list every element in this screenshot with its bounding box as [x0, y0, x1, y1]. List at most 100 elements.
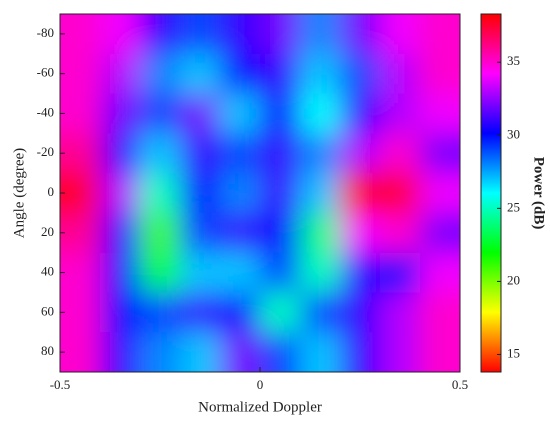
colorbar-tick-label: 25	[507, 199, 520, 214]
y-tick-label: -40	[37, 104, 54, 119]
heatmap-cell	[100, 133, 141, 174]
heatmap-cell	[300, 212, 341, 254]
heatmap-cell	[340, 53, 381, 95]
colorbar	[480, 13, 502, 373]
heatmap-cell	[260, 292, 301, 333]
heatmap-cell	[300, 292, 341, 333]
heatmap-cell	[380, 332, 421, 372]
heatmap-cell	[300, 252, 341, 293]
heatmap-cell	[340, 93, 381, 134]
y-tick-label: -20	[37, 144, 54, 159]
colorbar-title: Power (dB)	[531, 157, 547, 230]
heatmap-cell	[60, 212, 101, 254]
heatmap-cell	[140, 14, 181, 55]
heatmap-cell	[380, 14, 421, 55]
heatmap-cell	[300, 53, 341, 95]
heatmap-cell	[300, 14, 341, 55]
heatmap-cell	[300, 332, 341, 372]
heatmap-cell	[100, 53, 141, 95]
heatmap-cell	[220, 212, 261, 254]
heatmap-cell	[340, 173, 381, 214]
heatmap-cell	[100, 252, 141, 293]
heatmap-cell	[140, 133, 181, 174]
heatmap-cell	[220, 14, 261, 55]
heatmap-cell	[60, 14, 101, 55]
heatmap-cell	[420, 252, 460, 293]
heatmap-cell	[420, 332, 460, 372]
heatmap-cell	[340, 212, 381, 254]
heatmap-cell	[300, 173, 341, 214]
heatmap-cell	[60, 53, 101, 95]
colorbar-tick-label: 30	[507, 126, 520, 141]
heatmap-cell	[140, 332, 181, 372]
heatmap-cell	[420, 93, 460, 134]
heatmap-cell	[60, 93, 101, 134]
heatmap-cell	[220, 173, 261, 214]
heatmap-cell	[220, 252, 261, 293]
heatmap-cell	[60, 292, 101, 333]
heatmap	[60, 14, 460, 372]
heatmap-cell	[260, 133, 301, 174]
colorbar-tick-label: 20	[507, 272, 520, 287]
y-tick-label: 0	[48, 184, 55, 199]
heatmap-cell	[420, 292, 460, 333]
heatmap-cell	[340, 292, 381, 333]
heatmap-cell	[380, 93, 421, 134]
y-tick-label: 60	[41, 303, 54, 318]
heatmap-cell	[140, 53, 181, 95]
heatmap-cell	[300, 133, 341, 174]
x-tick-label: 0	[257, 377, 264, 392]
heatmap-cell	[140, 292, 181, 333]
colorbar-tick-label: 35	[507, 53, 520, 68]
heatmap-cell	[380, 252, 421, 293]
y-tick-label: -80	[37, 25, 54, 40]
heatmap-cells	[60, 14, 460, 372]
y-axis-title: Angle (degree)	[11, 148, 27, 238]
heatmap-cell	[260, 93, 301, 134]
y-tick-label: 80	[41, 343, 54, 358]
heatmap-cell	[180, 252, 221, 293]
heatmap-cell	[100, 14, 141, 55]
colorbar-tick-label: 15	[507, 345, 520, 360]
heatmap-cell	[140, 252, 181, 293]
heatmap-cell	[140, 93, 181, 134]
heatmap-cell	[100, 93, 141, 134]
heatmap-cell	[420, 173, 460, 214]
heatmap-cell	[260, 53, 301, 95]
heatmap-cell	[100, 212, 141, 254]
heatmap-cell	[260, 212, 301, 254]
heatmap-cell	[100, 332, 141, 372]
heatmap-cell	[380, 173, 421, 214]
heatmap-cell	[260, 173, 301, 214]
heatmap-cell	[340, 252, 381, 293]
heatmap-cell	[60, 332, 101, 372]
heatmap-cell	[340, 14, 381, 55]
heatmap-cell	[380, 133, 421, 174]
heatmap-cell	[180, 133, 221, 174]
heatmap-cell	[420, 212, 460, 254]
heatmap-cell	[340, 133, 381, 174]
heatmap-cell	[180, 53, 221, 95]
heatmap-cell	[220, 93, 261, 134]
heatmap-cell	[300, 93, 341, 134]
heatmap-cell	[180, 332, 221, 372]
heatmap-cell	[420, 53, 460, 95]
heatmap-cell	[220, 133, 261, 174]
heatmap-cell	[60, 133, 101, 174]
heatmap-cell	[180, 14, 221, 55]
heatmap-cell	[220, 292, 261, 333]
heatmap-cell	[260, 14, 301, 55]
heatmap-cell	[340, 332, 381, 372]
heatmap-cell	[60, 173, 101, 214]
heatmap-cell	[380, 292, 421, 333]
heatmap-cell	[100, 292, 141, 333]
heatmap-cell	[60, 252, 101, 293]
heatmap-cell	[180, 93, 221, 134]
heatmap-cell	[220, 53, 261, 95]
heatmap-cell	[420, 133, 460, 174]
heatmap-cell	[140, 173, 181, 214]
x-axis-title: Normalized Doppler	[198, 399, 322, 415]
heatmap-cell	[220, 332, 261, 372]
heatmap-cell	[260, 252, 301, 293]
